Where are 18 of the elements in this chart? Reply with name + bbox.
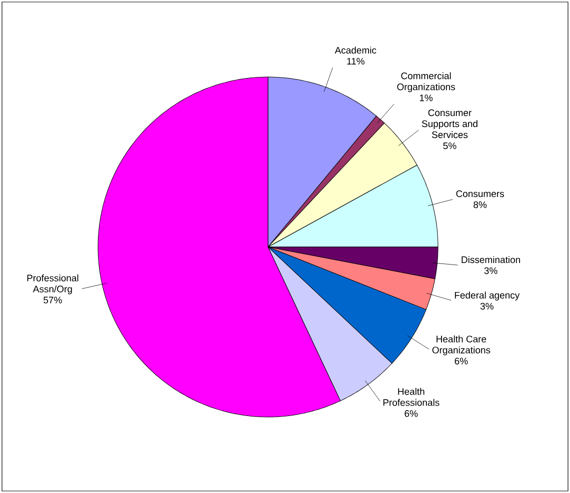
data-label: 3%	[480, 302, 494, 310]
data-label: 57%	[44, 296, 62, 304]
slice-label: Commercial Organizations	[397, 72, 456, 92]
data-label: 1%	[420, 94, 433, 102]
data-label: 6%	[404, 410, 418, 417]
slice-label: Consumer Supports and Services	[422, 109, 478, 138]
slice-label: Academic	[334, 46, 376, 54]
slice-label: Professional Assn/Org	[27, 274, 78, 294]
data-label: 11%	[347, 58, 364, 65]
data-label: 8%	[474, 201, 487, 208]
slice-label: Health Care Organizations	[432, 335, 490, 356]
slice-label: Health Professionals	[383, 388, 440, 406]
data-label: 6%	[454, 358, 468, 364]
slice-label: Consumers	[456, 190, 504, 198]
data-label: 3%	[484, 267, 498, 274]
slice-label: Dissemination	[462, 256, 520, 264]
data-label: 5%	[443, 142, 456, 150]
slice-label: Federal agency	[454, 292, 520, 300]
